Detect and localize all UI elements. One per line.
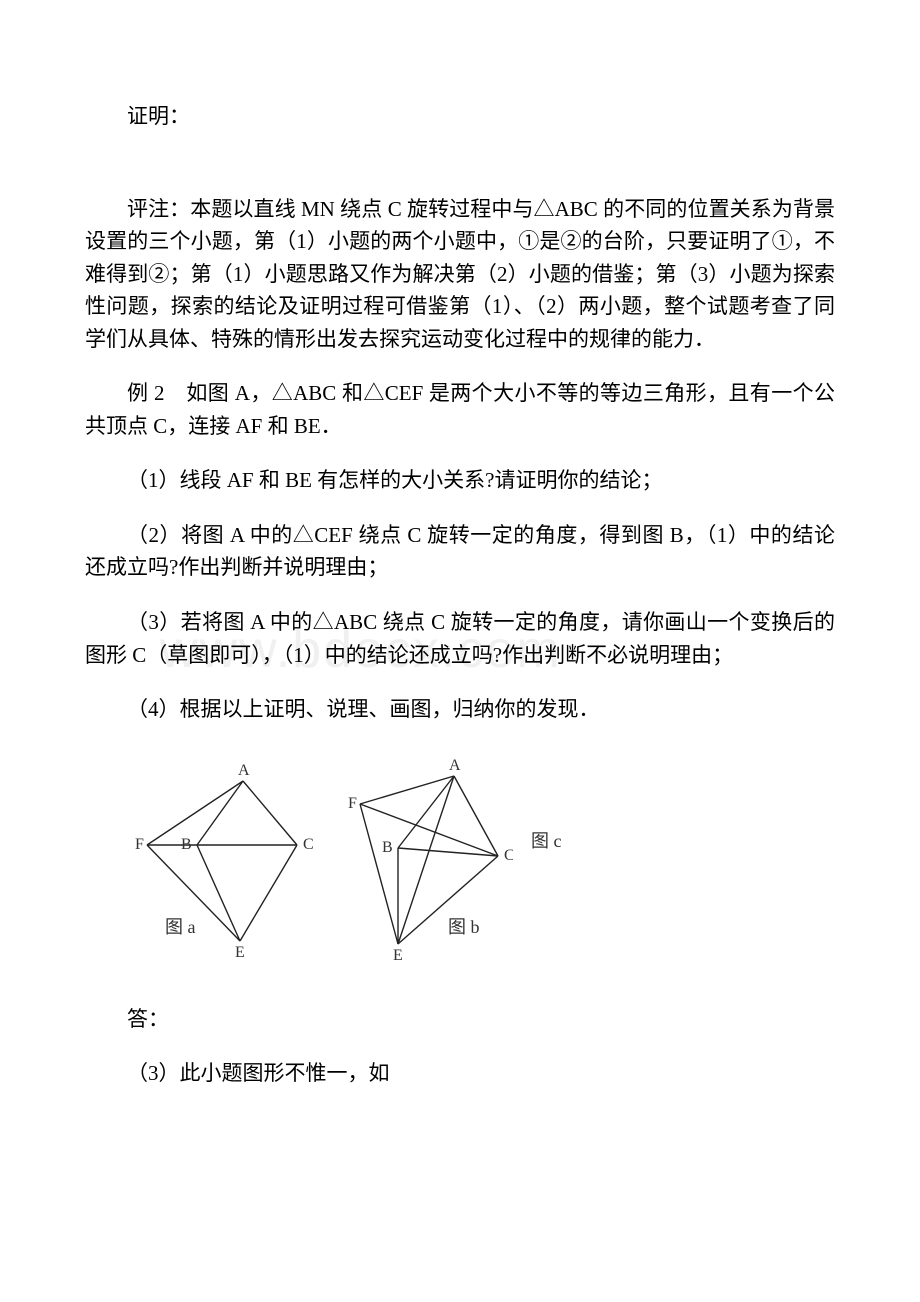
svg-text:图 a: 图 a — [165, 917, 196, 937]
question-2: （2）将图 A 中的△CEF 绕点 C 旋转一定的角度，得到图 B，（1）中的结… — [85, 519, 835, 584]
figure-a-container: A F B C E 图 a — [135, 763, 320, 963]
svg-text:B: B — [181, 836, 192, 853]
figures-row: A F B C E 图 a A F B C E 图 b 图 c — [135, 748, 835, 963]
svg-text:A: A — [449, 757, 461, 774]
answer-part-3: （3）此小题图形不惟一，如 — [85, 1057, 835, 1090]
proof-heading: 证明： — [85, 100, 835, 133]
figure-a-svg: A F B C E 图 a — [135, 763, 320, 963]
commentary-paragraph: 评注：本题以直线 MN 绕点 C 旋转过程中与△ABC 的不同的位置关系为背景设… — [85, 193, 835, 356]
question-1: （1）线段 AF 和 BE 有怎样的大小关系?请证明你的结论； — [85, 464, 835, 497]
svg-text:E: E — [235, 944, 245, 961]
svg-text:C: C — [303, 836, 314, 853]
figure-b-container: A F B C E 图 b — [338, 748, 513, 963]
figure-b-svg: A F B C E 图 b — [338, 748, 513, 963]
svg-text:B: B — [382, 839, 393, 856]
document-content: 证明： 评注：本题以直线 MN 绕点 C 旋转过程中与△ABC 的不同的位置关系… — [85, 100, 835, 1090]
question-4: （4）根据以上证明、说理、画图，归纳你的发现． — [85, 693, 835, 726]
question-3: （3）若将图 A 中的△ABC 绕点 C 旋转一定的角度，请你画山一个变换后的图… — [85, 606, 835, 671]
svg-text:C: C — [504, 847, 513, 864]
svg-text:F: F — [348, 795, 357, 812]
figure-c-label: 图 c — [531, 827, 562, 853]
svg-text:E: E — [393, 947, 403, 963]
answer-heading: 答： — [85, 1003, 835, 1036]
svg-text:F: F — [135, 836, 144, 853]
example-intro: 例 2 如图 A，△ABC 和△CEF 是两个大小不等的等边三角形，且有一个公共… — [85, 377, 835, 442]
svg-text:图 b: 图 b — [448, 917, 480, 937]
svg-text:A: A — [238, 763, 250, 779]
